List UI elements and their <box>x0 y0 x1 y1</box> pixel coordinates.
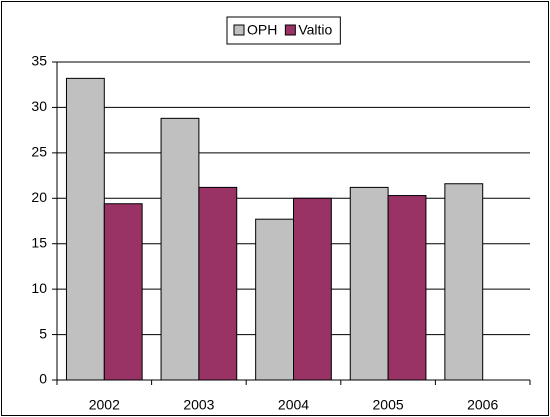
y-tick-label: 0 <box>39 371 47 387</box>
x-tick-label: 2006 <box>467 397 498 413</box>
y-tick-label: 35 <box>31 53 47 69</box>
x-tick-label: 2002 <box>89 397 120 413</box>
y-tick-label: 15 <box>31 234 47 250</box>
legend-label: OPH <box>247 22 277 38</box>
bar <box>349 186 389 381</box>
legend-box <box>226 16 341 45</box>
y-tick-label: 30 <box>31 98 47 114</box>
y-tick-label: 10 <box>31 280 47 296</box>
bar <box>444 183 484 381</box>
y-tick-label: 5 <box>39 325 47 341</box>
bar <box>293 197 332 381</box>
y-tick-label: 25 <box>31 144 47 160</box>
legend-swatch <box>233 24 245 36</box>
x-tick-label: 2005 <box>373 397 404 413</box>
legend-swatch <box>284 24 296 36</box>
y-tick-label: 20 <box>31 189 47 205</box>
x-tick-label: 2004 <box>278 397 309 413</box>
bar <box>387 195 427 381</box>
x-tick-label: 2003 <box>183 397 214 413</box>
bar <box>65 77 105 381</box>
bar <box>160 117 200 381</box>
bar <box>103 203 143 381</box>
bar <box>198 186 238 381</box>
bar <box>255 218 295 381</box>
legend-label: Valtio <box>298 22 332 38</box>
